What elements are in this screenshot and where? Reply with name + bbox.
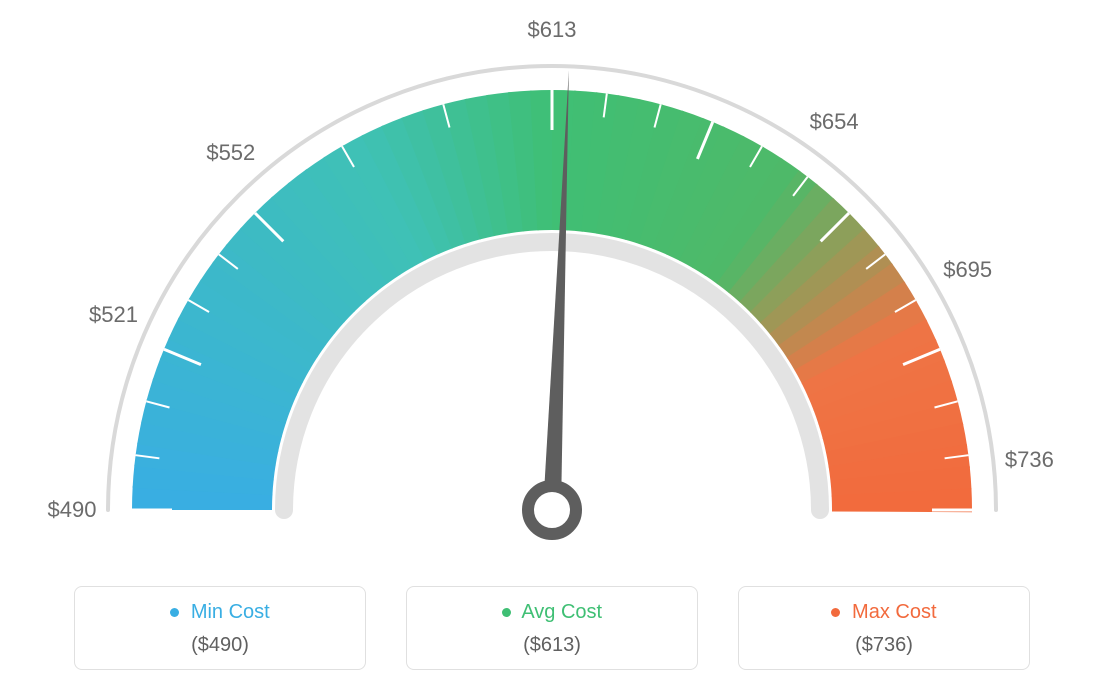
- legend-card-avg: Avg Cost ($613): [406, 586, 698, 670]
- cost-gauge: $490 $521 $552 $613 $654 $695 $736: [0, 0, 1104, 560]
- legend-title-text: Avg Cost: [521, 601, 602, 623]
- gauge-tick-label: $695: [943, 257, 992, 283]
- legend-title-avg: Avg Cost: [407, 601, 697, 624]
- gauge-tick-label: $490: [48, 497, 97, 523]
- gauge-needle-hub: [528, 486, 576, 534]
- dot-icon: [502, 608, 511, 617]
- legend-card-min: Min Cost ($490): [74, 586, 366, 670]
- gauge-tick-label: $613: [528, 17, 577, 43]
- legend-title-max: Max Cost: [739, 601, 1029, 624]
- legend-value-min: ($490): [75, 634, 365, 657]
- dot-icon: [831, 608, 840, 617]
- gauge-svg: [0, 0, 1104, 560]
- gauge-tick-label: $736: [1005, 447, 1054, 473]
- legend-value-max: ($736): [739, 634, 1029, 657]
- legend-title-min: Min Cost: [75, 601, 365, 624]
- legend-title-text: Min Cost: [191, 601, 270, 623]
- legend-card-max: Max Cost ($736): [738, 586, 1030, 670]
- gauge-tick-label: $521: [89, 302, 138, 328]
- legend-title-text: Max Cost: [852, 601, 936, 623]
- legend-row: Min Cost ($490) Avg Cost ($613) Max Cost…: [0, 586, 1104, 670]
- dot-icon: [170, 608, 179, 617]
- gauge-tick-label: $552: [206, 140, 255, 166]
- gauge-tick-label: $654: [810, 109, 859, 135]
- legend-value-avg: ($613): [407, 634, 697, 657]
